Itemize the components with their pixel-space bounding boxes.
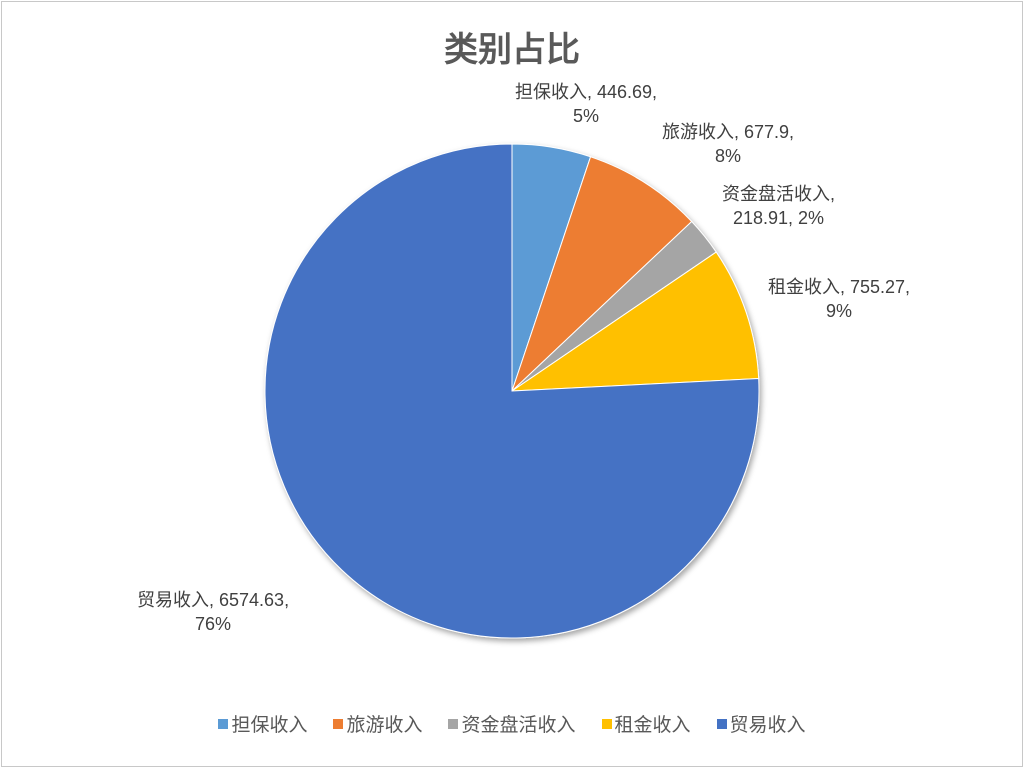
legend-item: 租金收入: [601, 710, 691, 737]
legend-label: 担保收入: [231, 715, 308, 736]
legend-label: 旅游收入: [346, 715, 423, 736]
legend-swatch: [716, 718, 727, 729]
data-label-maoyi: 贸易收入, 6574.63, 76%: [137, 590, 290, 634]
legend-swatch: [333, 718, 344, 729]
legend: 担保收入 旅游收入 资金盘活收入 租金收入 贸易收入: [0, 710, 1024, 737]
legend-swatch: [448, 718, 459, 729]
pie-slice: [510, 251, 760, 392]
data-label-lvyou: 旅游收入, 677.9, 8%: [662, 122, 795, 166]
legend-label: 资金盘活收入: [461, 715, 576, 736]
legend-item: 担保收入: [218, 710, 307, 737]
pie-slice: [264, 143, 760, 639]
legend-item: 旅游收入: [333, 710, 422, 737]
chart-title: 类别占比: [444, 31, 580, 69]
legend-swatch: [601, 718, 612, 729]
legend-swatch: [218, 718, 229, 729]
legend-item: 贸易收入: [716, 710, 806, 737]
legend-label: 租金收入: [614, 715, 691, 736]
legend-item: 资金盘活收入: [448, 710, 576, 737]
data-label-zujin: 租金收入, 755.27, 9%: [768, 277, 911, 321]
pie-slice: [511, 156, 693, 392]
data-label-danbao: 担保收入, 446.69, 5%: [515, 82, 658, 126]
data-label-zijin: 资金盘活收入, 218.91, 2%: [722, 184, 836, 228]
legend-label: 贸易收入: [729, 715, 806, 736]
